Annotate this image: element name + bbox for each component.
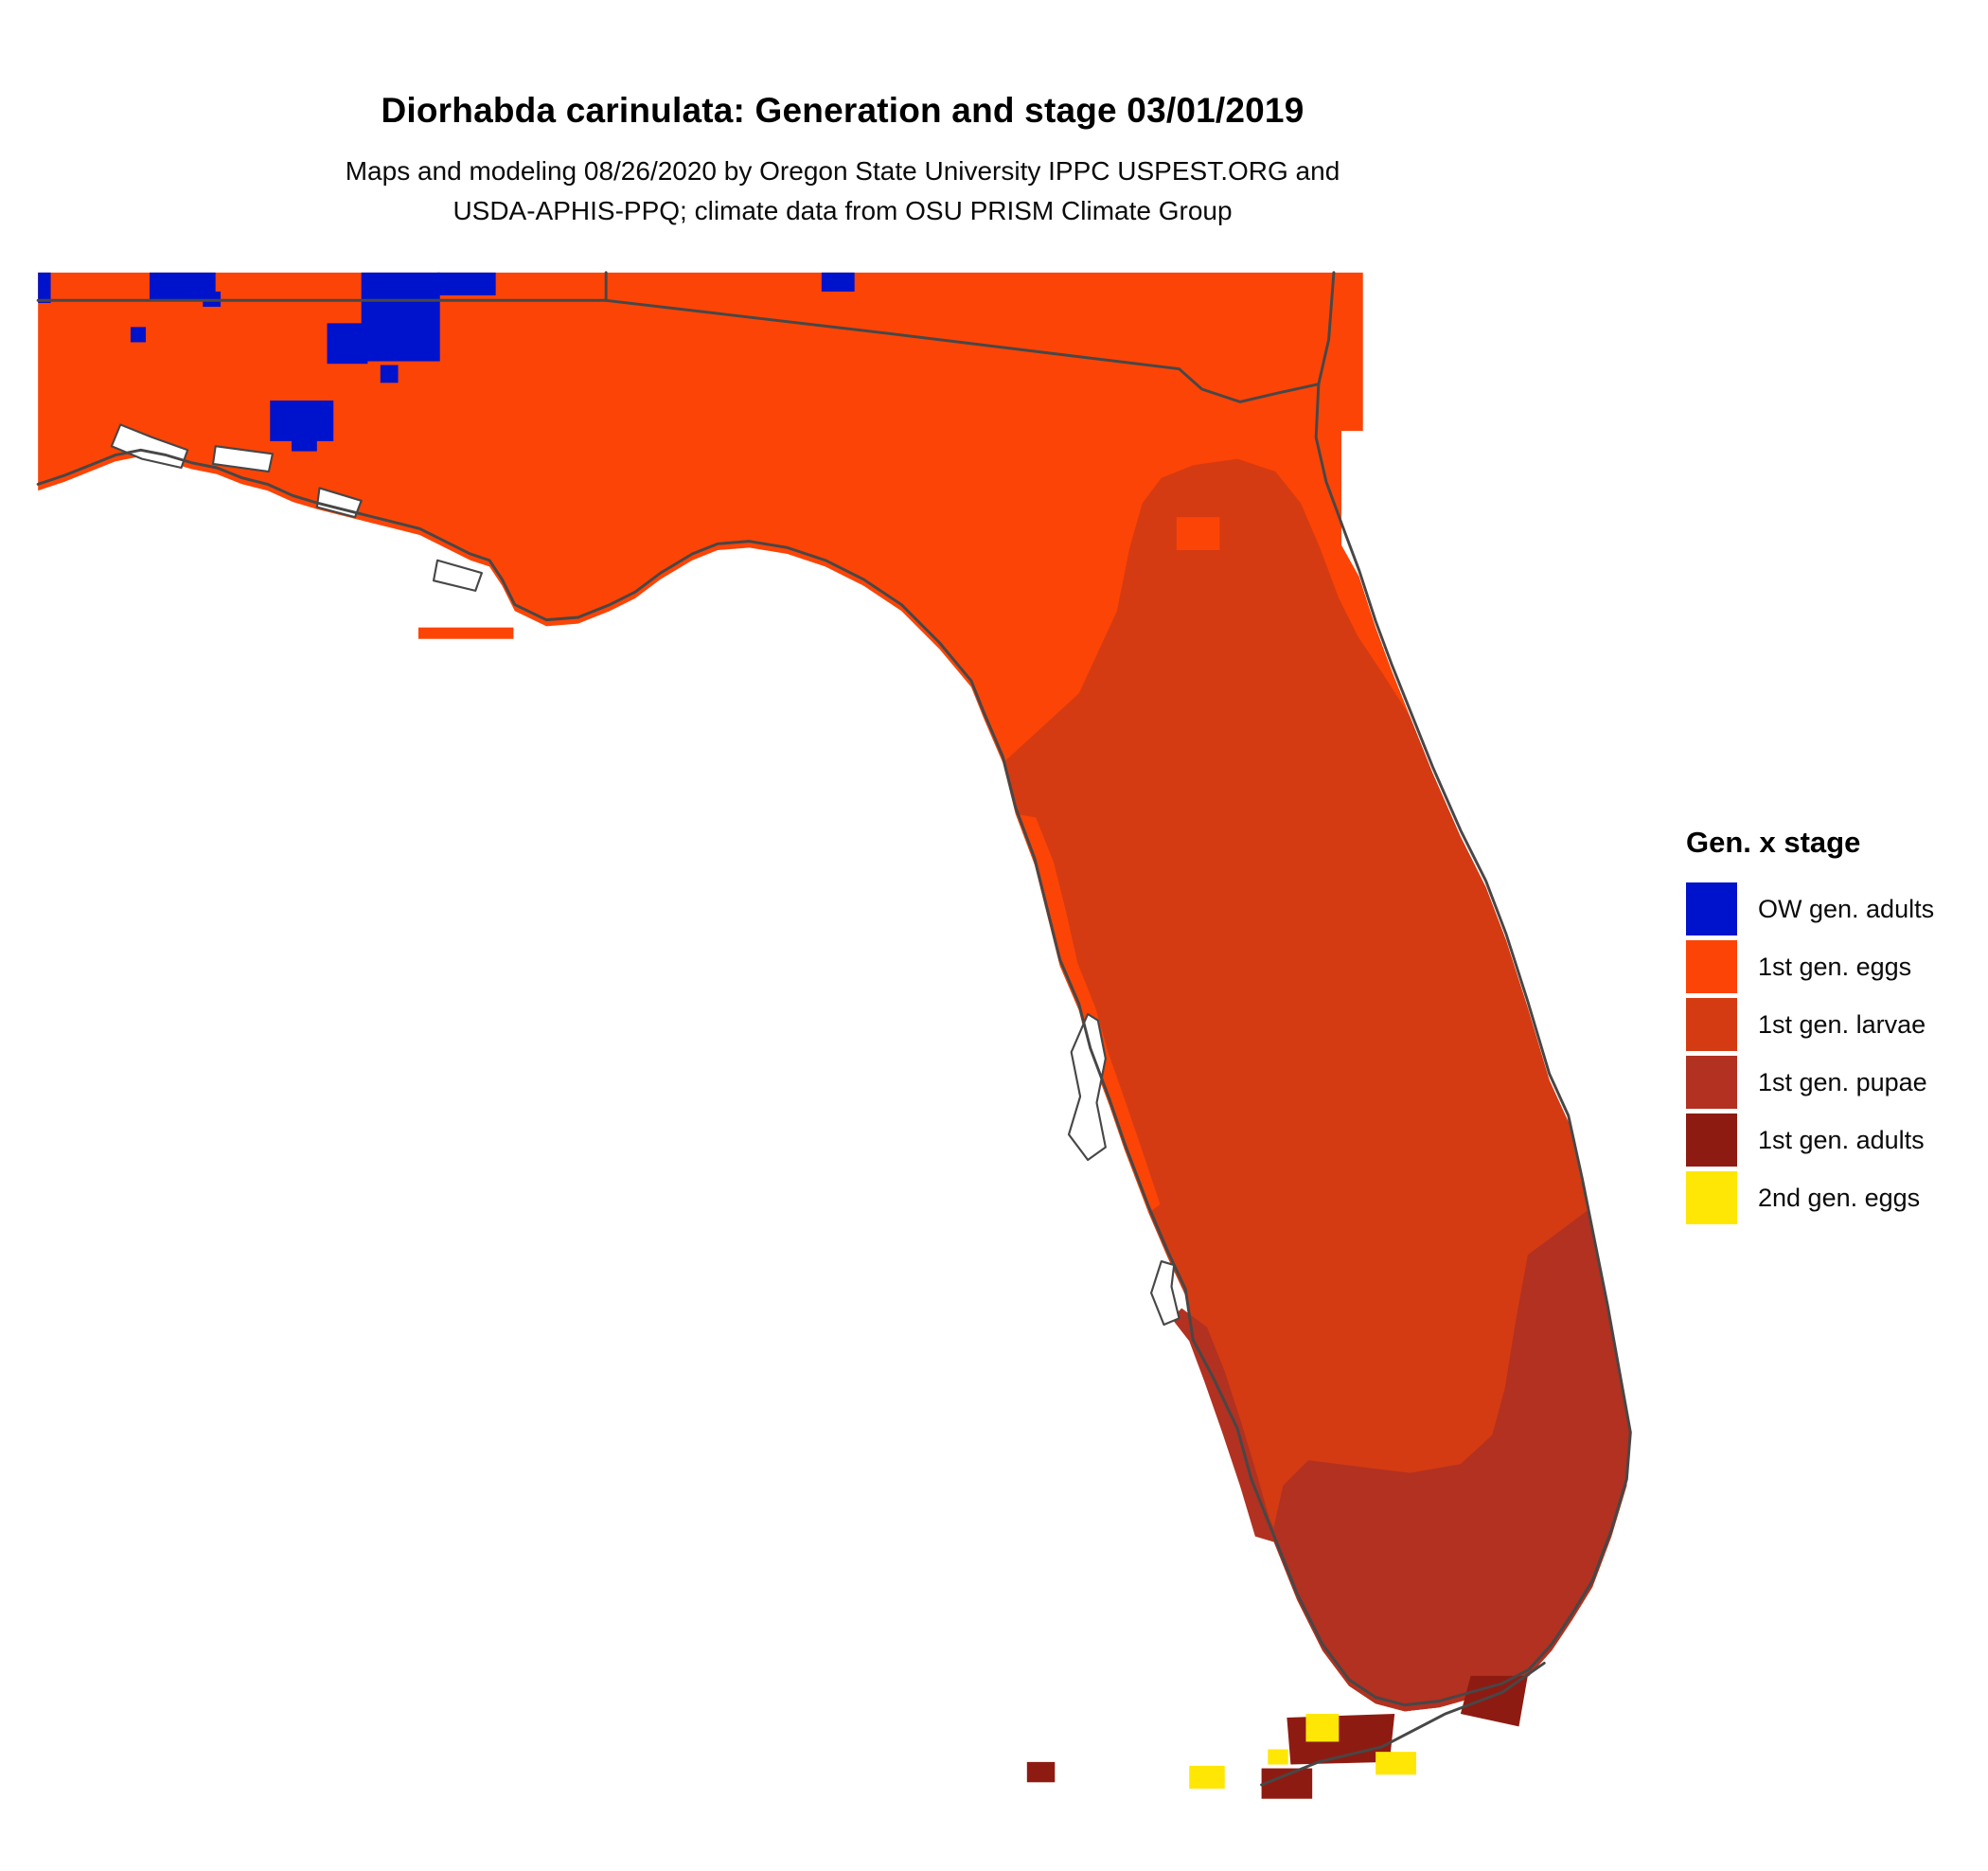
- legend-item-label: 1st gen. adults: [1758, 1125, 1925, 1154]
- legend-item-label: 2nd gen. eggs: [1758, 1183, 1921, 1212]
- legend-swatch-first-gen-eggs: [1686, 940, 1737, 993]
- state-border-line: [36, 298, 1321, 403]
- map-patches-second-gen-eggs: [1189, 1713, 1416, 1789]
- map-region-first-gen-larvae: [1003, 458, 1631, 1712]
- legend-swatch-second-gen-eggs: [1686, 1171, 1737, 1224]
- legend-swatch-first-gen-adults: [1686, 1114, 1737, 1167]
- apalachicola-bay: [432, 559, 483, 592]
- map-barrier-island: [417, 627, 514, 639]
- legend-item-label: 1st gen. larvae: [1758, 1009, 1926, 1039]
- legend-swatch-ow-gen-adults: [1686, 882, 1737, 936]
- legend-item: 1st gen. pupae: [1686, 1056, 1934, 1109]
- legend-item-label: OW gen. adults: [1758, 894, 1935, 923]
- legend-item-label: 1st gen. eggs: [1758, 952, 1912, 981]
- legend-swatch-first-gen-larvae: [1686, 998, 1737, 1051]
- legend: Gen. x stage OW gen. adults 1st gen. egg…: [1686, 826, 1934, 1229]
- legend-item: OW gen. adults: [1686, 882, 1934, 936]
- legend-item-label: 1st gen. pupae: [1758, 1067, 1927, 1096]
- map-subtitle-line1: Maps and modeling 08/26/2020 by Oregon S…: [345, 156, 1340, 186]
- map-subtitle-line2: USDA-APHIS-PPQ; climate data from OSU PR…: [453, 196, 1233, 225]
- map-title: Diorhabda carinulata: Generation and sta…: [381, 91, 1305, 130]
- choctawhatchee-bay: [211, 445, 275, 473]
- header: Diorhabda carinulata: Generation and sta…: [0, 91, 1685, 231]
- legend-title: Gen. x stage: [1686, 826, 1861, 859]
- legend-item: 1st gen. adults: [1686, 1114, 1934, 1167]
- coastline: [36, 271, 1632, 1707]
- legend-swatch-first-gen-pupae: [1686, 1056, 1737, 1109]
- map-boundaries: [36, 271, 1632, 1787]
- legend-item: 2nd gen. eggs: [1686, 1171, 1934, 1224]
- map-bays: [110, 423, 1180, 1327]
- keys-coastline: [1260, 1661, 1546, 1787]
- legend-item: 1st gen. eggs: [1686, 940, 1934, 993]
- tampa-bay: [1067, 1012, 1107, 1162]
- legend-item: 1st gen. larvae: [1686, 998, 1934, 1051]
